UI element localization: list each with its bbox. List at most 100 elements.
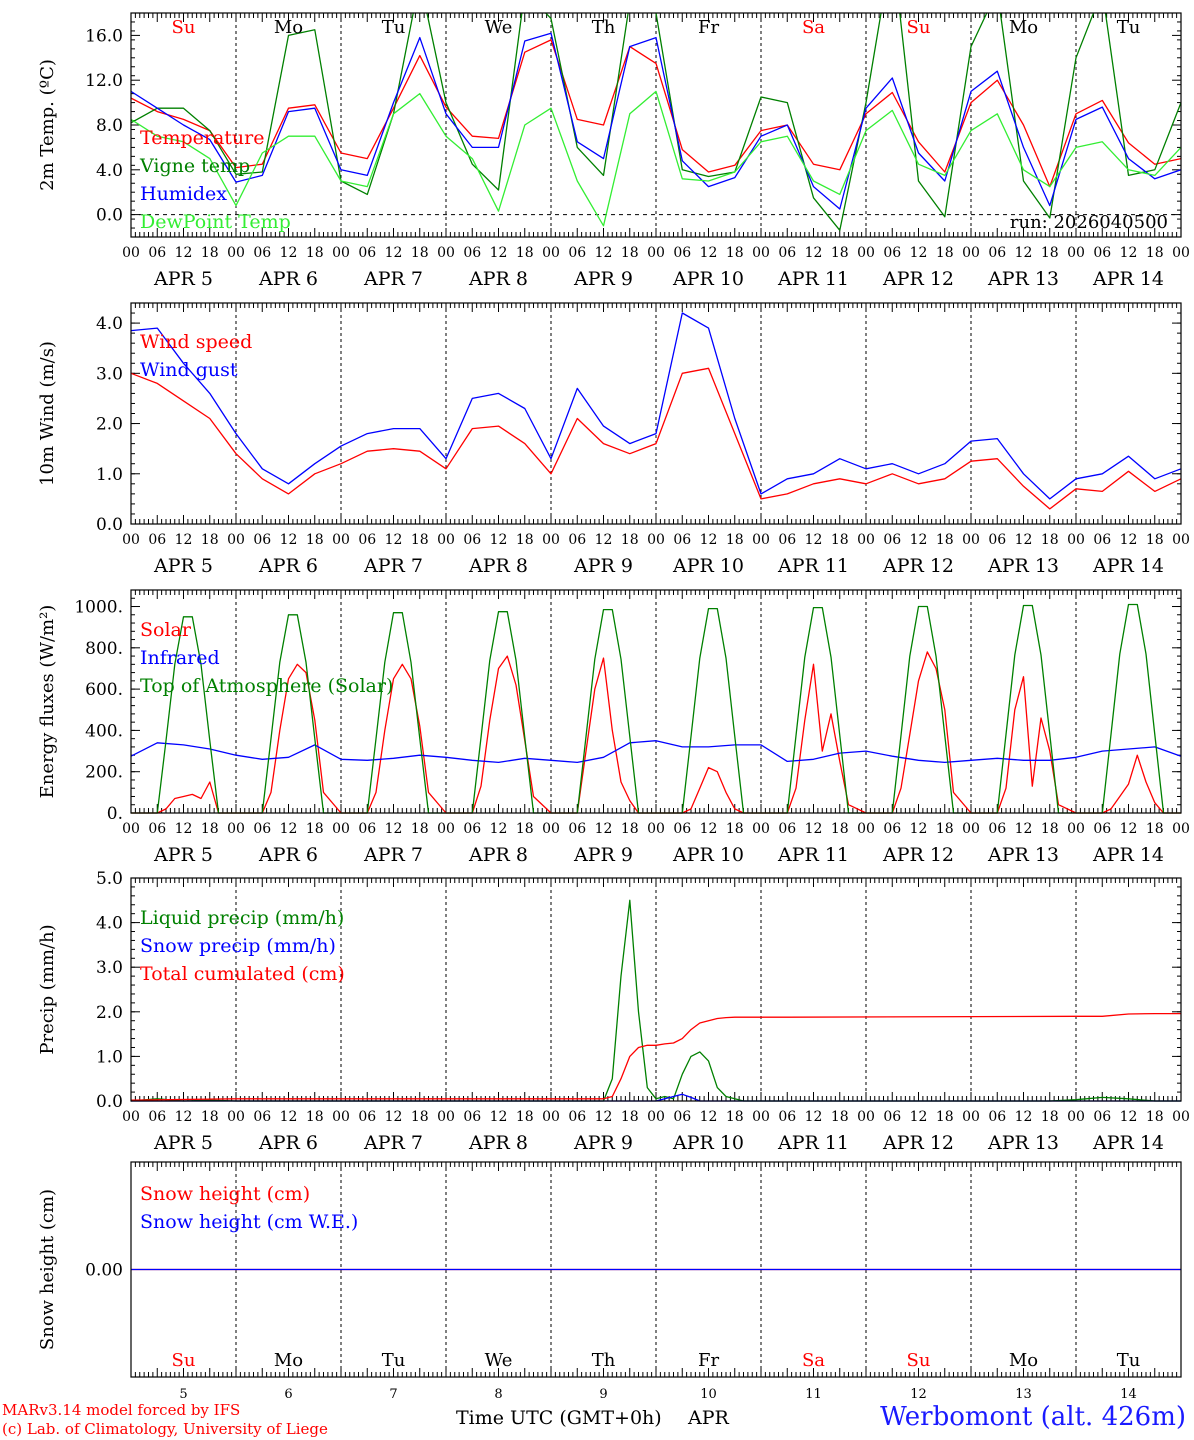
hour-tick-label: 12 (385, 532, 403, 548)
panel-precip: 0.0 1.0 2.0 3.0 4.0 5.0 Precip (mm/h) Liquid pr… (37, 869, 1190, 1154)
hour-tick-label: 00 (437, 245, 455, 261)
weekday-label: Mo (1009, 17, 1038, 38)
hour-tick-label: 06 (358, 245, 376, 261)
date-label: APR 12 (882, 268, 954, 290)
day-number-label: 11 (805, 1387, 822, 1402)
y-tick-label: 4.0 (96, 914, 123, 934)
weekday-label: Tu (382, 1350, 406, 1371)
weekday-label: Sa (802, 1350, 825, 1371)
series-total-cumulated-cm (130, 1012, 1181, 1101)
hour-tick-label: 18 (1146, 532, 1164, 548)
weekday-label: We (485, 1350, 513, 1371)
hour-tick-label: 00 (227, 821, 245, 837)
hour-tick-label: 00 (437, 1109, 455, 1125)
hour-tick-label: 18 (306, 1109, 324, 1125)
series-dewpoint-temp (131, 90, 1181, 227)
date-label: APR 10 (672, 1132, 744, 1154)
y-tick-label: 600. (85, 680, 123, 700)
weekday-label: Mo (274, 1350, 303, 1371)
hour-tick-label: 06 (568, 245, 586, 261)
y-tick-label: 1000. (74, 598, 123, 618)
weekday-label: Su (172, 1350, 196, 1371)
y-axis-label: Energy fluxes (W/m²) (37, 605, 58, 799)
legend-entry: Total cumulated (cm) (140, 963, 345, 985)
hour-tick-label: 18 (1146, 1109, 1164, 1125)
hour-tick-label: 18 (1041, 1109, 1059, 1125)
day-number-label: 14 (1120, 1387, 1137, 1402)
hour-tick-label: 06 (463, 1109, 481, 1125)
y-tick-label: 1.0 (96, 465, 123, 485)
hour-tick-label: 06 (778, 532, 796, 548)
hour-tick-label: 00 (857, 1109, 875, 1125)
weekday-label: Mo (274, 17, 303, 38)
hour-tick-label: 12 (805, 245, 823, 261)
hour-tick-label: 18 (411, 532, 429, 548)
hour-tick-label: 06 (673, 532, 691, 548)
panel-wind: 0.0 1.0 2.0 3.0 4.0 10m Wind (m/s) Wind speed W… (37, 302, 1190, 577)
y-tick-label: 0.00 (85, 1261, 123, 1281)
day-number-label: 8 (494, 1387, 502, 1402)
y-tick-label: 0.0 (96, 515, 123, 535)
hour-tick-label: 12 (805, 1109, 823, 1125)
hour-tick-label: 18 (201, 532, 219, 548)
hour-tick-label: 06 (988, 821, 1006, 837)
panel-temperature: 0.0 4.0 8.0 12.0 16.0 2m Temp. (ºC) Temperatur… (37, 12, 1190, 290)
hour-tick-label: 06 (148, 532, 166, 548)
hour-tick-label: 18 (516, 1109, 534, 1125)
hour-tick-label: 18 (726, 532, 744, 548)
y-tick-label: 800. (85, 639, 123, 659)
hour-tick-label: 00 (1067, 821, 1085, 837)
hour-tick-label: 06 (778, 245, 796, 261)
hour-tick-label: 12 (805, 821, 823, 837)
hour-tick-label: 00 (1172, 1109, 1190, 1125)
hour-tick-label: 12 (280, 1109, 298, 1125)
y-tick-label: 4.0 (96, 314, 123, 334)
hour-tick-label: 18 (516, 821, 534, 837)
hour-tick-label: 12 (700, 821, 718, 837)
hour-tick-label: 18 (411, 821, 429, 837)
hour-tick-label: 12 (1015, 245, 1033, 261)
weekday-label: Su (907, 1350, 931, 1371)
date-label: APR 9 (573, 268, 633, 290)
date-label: APR 13 (987, 555, 1059, 577)
hour-tick-label: 06 (673, 1109, 691, 1125)
date-label: APR 5 (153, 268, 213, 290)
hour-tick-label: 00 (857, 245, 875, 261)
y-tick-label: 200. (85, 763, 123, 783)
hour-tick-label: 12 (910, 245, 928, 261)
date-label: APR 8 (468, 268, 528, 290)
weekday-label: We (485, 17, 513, 38)
hour-tick-label: 12 (595, 1109, 613, 1125)
hour-tick-label: 12 (490, 245, 508, 261)
y-tick-label: 2.0 (96, 1003, 123, 1023)
hour-tick-label: 00 (1172, 532, 1190, 548)
series-wind-speed (130, 367, 1182, 510)
hour-tick-label: 06 (778, 821, 796, 837)
series-vigne-temp (131, 13, 1181, 231)
hour-tick-label: 06 (253, 245, 271, 261)
hour-tick-label: 00 (437, 532, 455, 548)
weekday-label: Th (592, 17, 616, 38)
hour-tick-label: 12 (280, 532, 298, 548)
hour-tick-label: 00 (122, 245, 140, 261)
date-label: APR 14 (1092, 844, 1164, 866)
date-label: APR 11 (777, 1132, 849, 1154)
date-label: APR 10 (672, 555, 744, 577)
y-axis-label: Precip (mm/h) (37, 924, 58, 1054)
date-label: APR 5 (153, 555, 213, 577)
hour-tick-label: 12 (175, 821, 193, 837)
hour-tick-label: 06 (253, 821, 271, 837)
hour-tick-label: 12 (1015, 532, 1033, 548)
lab-credit: (c) Lab. of Climatology, University of L… (2, 1420, 328, 1438)
hour-tick-label: 00 (752, 532, 770, 548)
hour-tick-label: 18 (621, 821, 639, 837)
date-label: APR 9 (573, 844, 633, 866)
hour-tick-label: 18 (831, 245, 849, 261)
hour-tick-label: 18 (201, 1109, 219, 1125)
hour-tick-label: 12 (910, 821, 928, 837)
date-label: APR 7 (363, 1132, 423, 1154)
hour-tick-label: 00 (1067, 532, 1085, 548)
date-label: APR 14 (1092, 555, 1164, 577)
hour-tick-label: 12 (385, 245, 403, 261)
